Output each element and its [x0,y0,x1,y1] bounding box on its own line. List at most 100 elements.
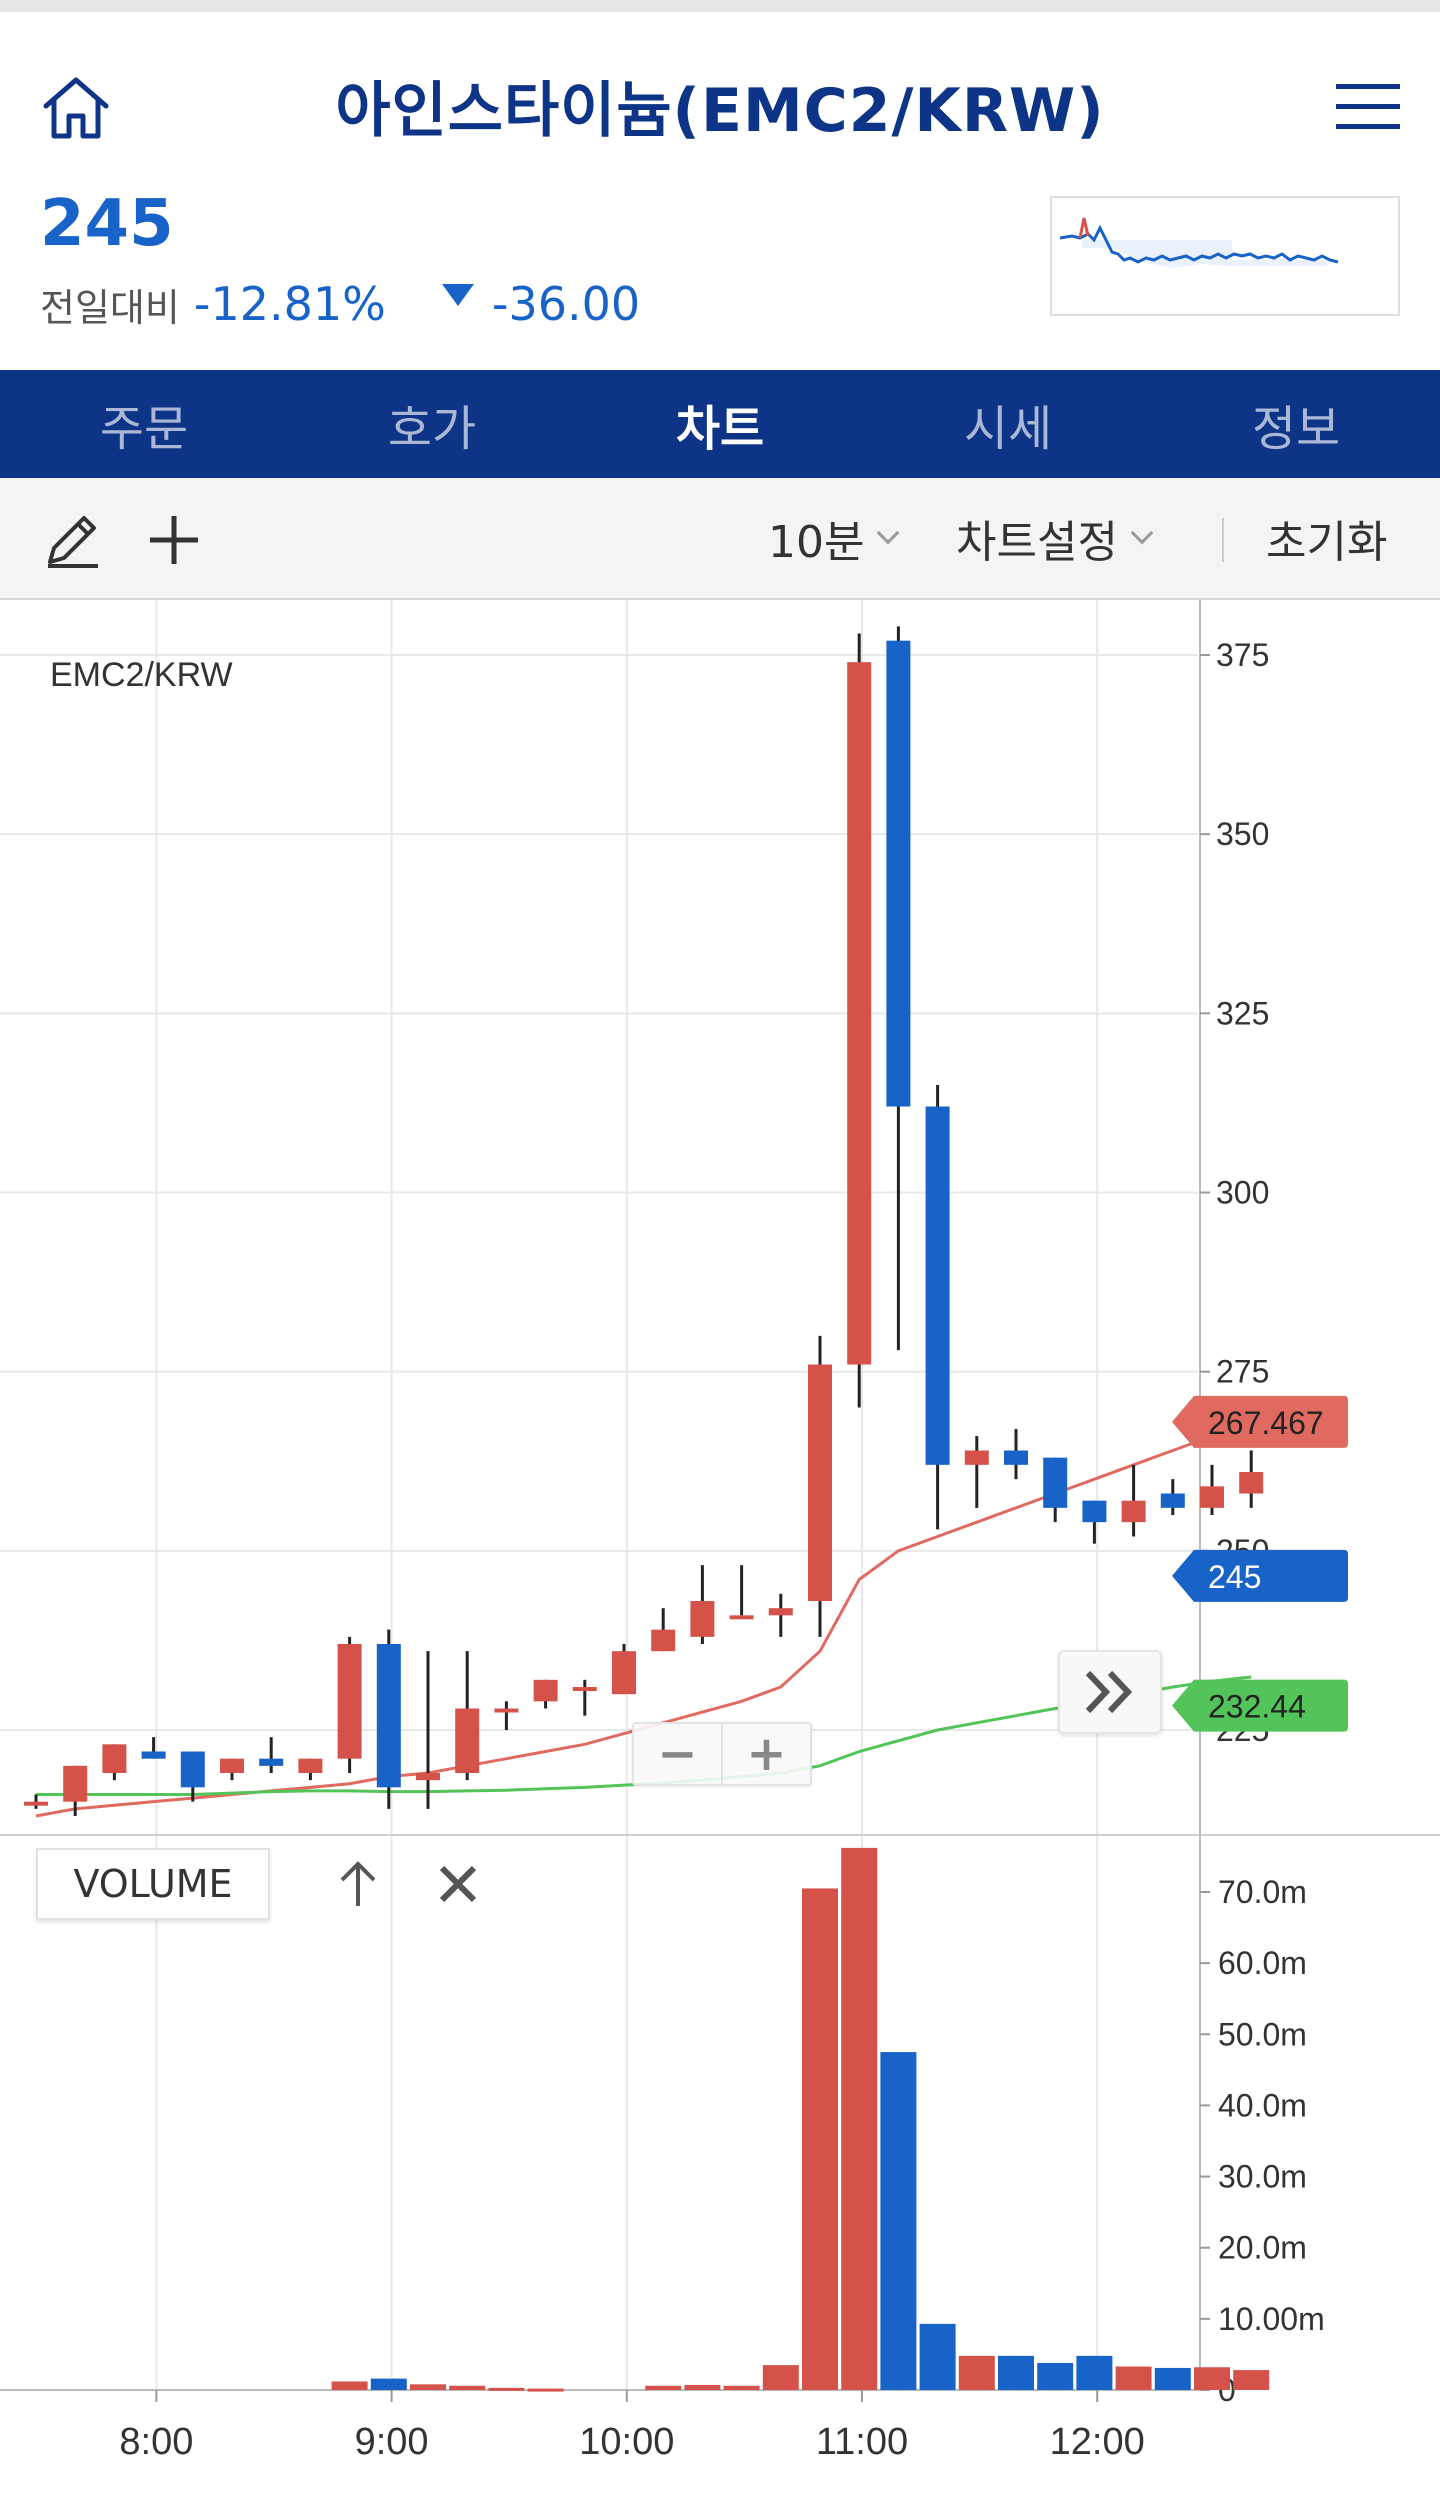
candle-body [964,1450,989,1465]
volume-bar [762,2365,799,2390]
candle-body [572,1687,597,1691]
candle-body [455,1708,480,1773]
volume-bar [410,2384,446,2390]
candle-body [416,1773,440,1781]
candle-body [180,1751,205,1788]
home-icon [43,77,109,139]
time-tick-label: 12:00 [1050,2421,1145,2463]
tab-orderbook[interactable]: 호가 [387,401,477,457]
chevron-down-icon [877,521,900,545]
candle-body [1004,1450,1028,1465]
volume-bar [1154,2367,1191,2390]
candle-body [1160,1493,1185,1508]
mini-chart-sparkline [1059,217,1339,268]
candle-body [259,1758,284,1766]
scroll-to-latest-button[interactable] [1058,1650,1162,1734]
zoom-controls: − + [632,1722,812,1786]
time-tick-label: 11:00 [816,2421,908,2463]
arrow-up-icon [340,1861,376,1906]
volume-bar [998,2355,1034,2390]
tab-quotes[interactable]: 시세 [963,401,1053,457]
volume-bar [1037,2362,1074,2390]
status-strip [0,0,1440,12]
toolbar-divider [1222,518,1224,562]
time-tick-label: 8:00 [119,2421,193,2463]
close-icon [439,1865,477,1903]
tab-info[interactable]: 정보 [1251,401,1341,457]
down-triangle-icon [441,284,474,306]
double-chevron-right-icon [1085,1670,1133,1714]
ma-short-price-tag-bg [1172,1395,1348,1448]
close-panel-button[interactable] [430,1852,486,1916]
mini-price-chart[interactable] [1050,196,1400,316]
candle-body [1121,1500,1146,1523]
plus-icon [150,516,198,564]
volume-bar [449,2385,486,2390]
price-tick-label: 350 [1216,816,1269,852]
candle-body [102,1744,127,1773]
menu-button[interactable] [1328,68,1408,148]
last-price-tag-bg [1172,1549,1348,1602]
ma-long-price-tag: 232.44 [1208,1689,1306,1725]
tab-order[interactable]: 주문 [99,401,189,457]
volume-bar [919,2323,956,2390]
candlestick-chart[interactable]: 37535032530027525022570.0m60.0m50.0m40.0… [0,600,1440,2501]
home-button[interactable] [36,68,116,148]
ma-short-price-tag: 267.467 [1208,1405,1324,1441]
last-price-tag: 245 [1208,1559,1261,1595]
chart-toolbar: 10분 차트설정 초기화 [0,478,1440,600]
volume-bar [1233,2370,1270,2390]
volume-tick-label: 10.00m [1218,2301,1325,2337]
market-header: 아인스타이늄(EMC2/KRW) 245 전일대비 -12.81% -36.00 [0,12,1440,370]
interval-value: 10분 [768,517,865,568]
volume-bar [958,2355,995,2390]
volume-tick-label: 30.0m [1218,2159,1307,2195]
zoom-in-button[interactable]: + [721,1724,810,1784]
candle-body [376,1644,401,1788]
candle-body [141,1751,166,1759]
candle-body [651,1629,676,1652]
volume-bar [1076,2355,1113,2390]
volume-bar [880,2052,917,2390]
chart-settings-label: 차트설정 [956,517,1118,568]
price-tick-label: 325 [1216,995,1269,1031]
interval-select[interactable]: 10분 [768,508,900,568]
candle-body [847,662,872,1365]
volume-bar [331,2381,368,2390]
tab-chart[interactable]: 차트 [675,401,765,457]
price-tick-label: 300 [1216,1175,1269,1211]
volume-tick-label: 50.0m [1218,2016,1307,2052]
candle-body [768,1608,793,1616]
candle-body [220,1758,244,1773]
symbol-label: EMC2/KRW [50,656,233,694]
candle-body [690,1601,715,1637]
volume-bar [488,2387,525,2391]
volume-bar [684,2385,721,2390]
page-title: 아인스타이늄(EMC2/KRW) [335,76,1105,146]
candle-body [925,1106,950,1465]
candle-body [612,1651,636,1695]
main-tabs: 주문 호가 차트 시세 정보 [0,370,1440,478]
reset-button[interactable]: 초기화 [1266,517,1388,568]
chart-area[interactable]: 37535032530027525022570.0m60.0m50.0m40.0… [0,600,1440,2501]
volume-bar [1194,2367,1230,2390]
time-tick-label: 10:00 [579,2421,674,2463]
volume-bar [645,2385,682,2390]
add-indicator-button[interactable] [142,508,206,572]
pencil-icon [48,516,98,568]
candle-body [533,1679,558,1702]
candle-body [337,1644,362,1759]
chart-settings-select[interactable]: 차트설정 [956,508,1154,568]
draw-tool-button[interactable] [40,508,104,572]
volume-panel-label[interactable]: VOLUME [36,1848,270,1920]
candle-body [808,1364,832,1601]
volume-bar [1115,2366,1152,2390]
candle-body [298,1758,323,1773]
volume-bar [841,1847,878,2390]
ma-long-price-tag-bg [1172,1679,1348,1732]
zoom-out-button[interactable]: − [657,1726,698,1782]
volume-tick-label: 40.0m [1218,2087,1307,2123]
move-panel-up-button[interactable] [330,1852,386,1916]
volume-bar [723,2385,760,2390]
volume-bar [370,2378,407,2390]
